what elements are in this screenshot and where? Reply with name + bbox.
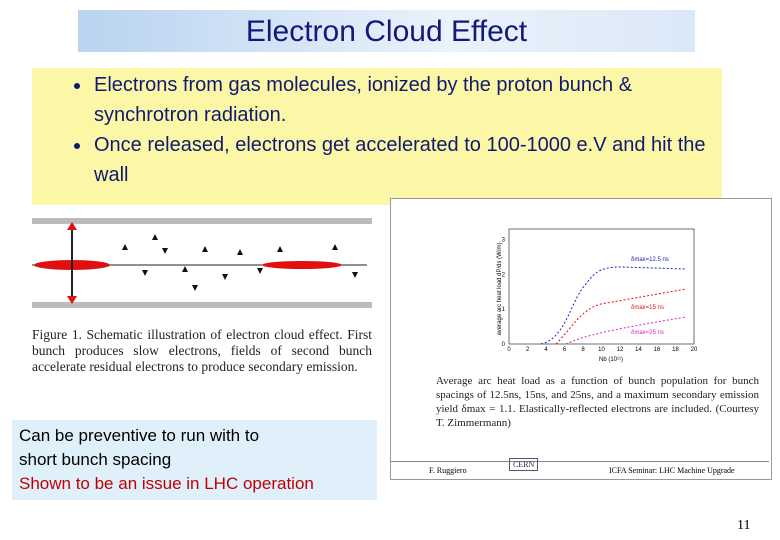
note-box: Can be preventive to run with to short b… — [12, 420, 377, 500]
x-tick-label: 6 — [563, 347, 567, 353]
footer-event: ICFA Seminar: LHC Machine Upgrade — [609, 466, 735, 475]
x-tick-label: 20 — [691, 347, 698, 353]
x-tick-label: 18 — [672, 347, 679, 353]
y-tick-label: 2 — [502, 272, 506, 278]
plot-caption: Average arc heat load as a function of b… — [436, 375, 759, 429]
y-axis-label: average arc heat load dP/ds (W/m) — [497, 242, 503, 335]
figure-caption: Figure 1. Schematic illustration of elec… — [32, 327, 372, 374]
footer-author: F. Ruggiero — [429, 466, 467, 475]
plot: average arc heat load dP/ds (W/m) Nb (10… — [497, 228, 698, 363]
x-tick-label: 0 — [507, 347, 511, 353]
y-tick-label: 3 — [502, 237, 506, 243]
x-tick-label: 4 — [544, 347, 548, 353]
note-line: short bunch spacing — [19, 450, 172, 469]
schematic — [32, 218, 372, 308]
bullet: Electrons from gas molecules, ionized by… — [92, 70, 722, 130]
x-tick-label: 8 — [581, 347, 585, 353]
curve-label: δmax=15 ns — [631, 305, 664, 311]
bullet-list: Electrons from gas molecules, ionized by… — [32, 68, 722, 190]
x-axis-label: Nb (10¹¹) — [599, 357, 623, 363]
x-tick-label: 2 — [526, 347, 530, 353]
y-tick-label: 1 — [502, 307, 506, 313]
footer-logo: CERN — [509, 458, 539, 471]
curve-label: δmax=25 ns — [631, 330, 664, 336]
bullet-box: Electrons from gas molecules, ionized by… — [32, 68, 722, 205]
x-tick-label: 16 — [654, 347, 661, 353]
x-tick-label: 12 — [617, 347, 624, 353]
plot-figure: average arc heat load dP/ds (W/m) Nb (10… — [390, 198, 772, 480]
x-tick-label: 10 — [598, 347, 605, 353]
curve-label: δmax=12.5 ns — [631, 257, 669, 263]
footer: F. Ruggiero CERN ICFA Seminar: LHC Machi… — [391, 458, 769, 475]
note-highlight: Shown to be an issue in LHC operation — [19, 474, 314, 493]
title: Electron Cloud Effect — [78, 10, 695, 52]
page-number: 11 — [737, 518, 751, 533]
x-tick-label: 14 — [635, 347, 642, 353]
schematic-figure: Figure 1. Schematic illustration of elec… — [32, 210, 372, 400]
note-line: Can be preventive to run with to — [19, 426, 260, 445]
bullet: Once released, electrons get accelerated… — [92, 130, 714, 190]
y-tick-label: 0 — [502, 342, 506, 348]
